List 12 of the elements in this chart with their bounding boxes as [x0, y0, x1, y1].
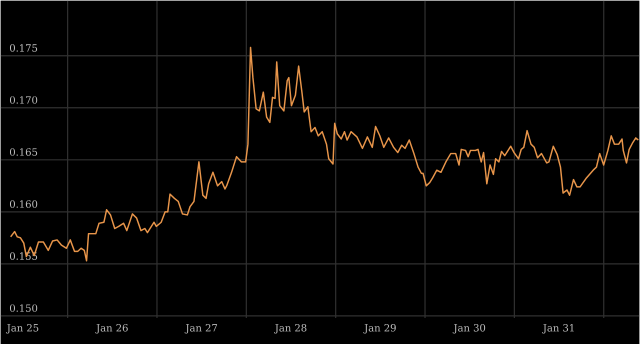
- y-tick-label: 0.165: [10, 148, 38, 156]
- x-tick-label: Jan 31: [542, 324, 574, 334]
- y-tick-label: 0.170: [10, 96, 38, 104]
- x-tick-label: Jan 27: [184, 324, 218, 334]
- y-tick-label: 0.175: [10, 44, 38, 52]
- y-tick-label: 0.160: [10, 200, 38, 208]
- x-tick-label: Jan 25: [6, 324, 38, 334]
- x-tick-label: Jan 29: [363, 324, 396, 334]
- y-tick-label: 0.150: [10, 304, 38, 312]
- x-tick-label: Jan 30: [452, 324, 486, 334]
- x-tick-label: Jan 26: [95, 324, 128, 334]
- x-tick-label: Jan 28: [274, 324, 306, 334]
